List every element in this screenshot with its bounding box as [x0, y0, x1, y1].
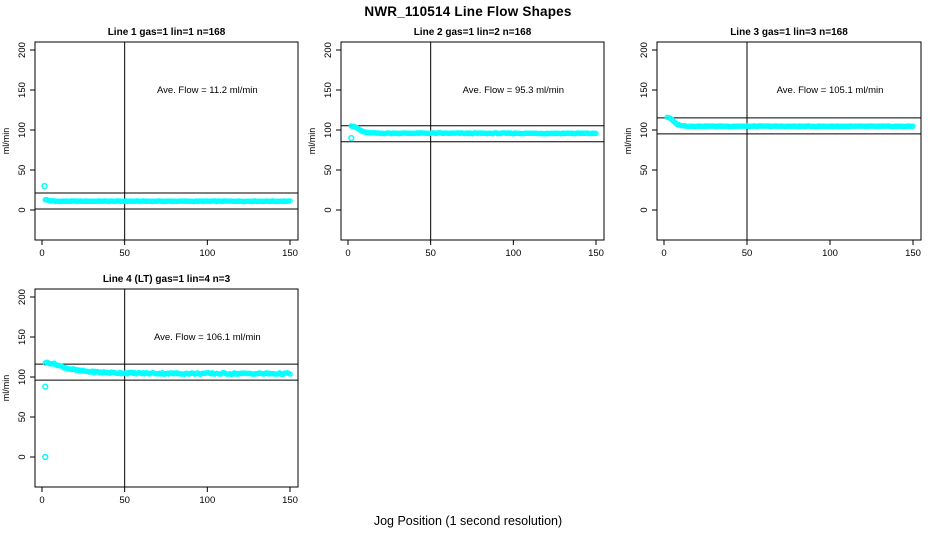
y-tick-label: 50	[639, 165, 650, 176]
subplot-title: Line 3 gas=1 lin=3 n=168	[730, 27, 848, 38]
ave-flow-annotation: Ave. Flow = 95.3 ml/min	[463, 85, 564, 96]
y-axis-label: ml/min	[1, 128, 11, 155]
ave-flow-annotation: Ave. Flow = 106.1 ml/min	[154, 332, 261, 343]
y-tick-label: 200	[639, 42, 650, 58]
plot-box	[340, 41, 605, 241]
y-tick-label: 100	[323, 122, 334, 138]
outlier-point	[42, 453, 49, 461]
data-points	[42, 359, 293, 378]
x-tick-label: 100	[199, 495, 215, 506]
y-tick-label: 50	[17, 412, 28, 423]
x-tick-label: 50	[119, 248, 130, 259]
x-tick-label: 150	[905, 248, 921, 259]
x-tick-label: 0	[661, 248, 666, 259]
x-tick-label: 150	[588, 248, 604, 259]
flow-point	[287, 371, 293, 377]
x-tick-label: 50	[742, 248, 753, 259]
flow-point	[287, 198, 293, 204]
y-tick-label: 50	[17, 165, 28, 176]
x-tick-label: 150	[282, 248, 298, 259]
outlier-point	[41, 182, 48, 190]
figure-title: NWR_110514 Line Flow Shapes	[364, 4, 572, 19]
x-tick-label: 0	[39, 248, 44, 259]
x-tick-label: 100	[505, 248, 521, 259]
subplot-line3: Line 3 gas=1 lin=3 n=168 0 50 100 150 0 50 100 1…	[623, 27, 922, 259]
y-tick-label: 0	[323, 207, 334, 212]
flow-point	[910, 123, 916, 129]
y-tick-label: 100	[17, 369, 28, 385]
ave-flow-annotation: Ave. Flow = 11.2 ml/min	[157, 85, 258, 96]
y-tick-label: 150	[17, 82, 28, 98]
plot-box	[656, 41, 922, 241]
y-tick-label: 150	[323, 82, 334, 98]
ave-flow-annotation: Ave. Flow = 105.1 ml/min	[777, 85, 884, 96]
y-tick-label: 150	[639, 82, 650, 98]
y-tick-label: 0	[639, 207, 650, 212]
y-axis-label: ml/min	[623, 128, 633, 155]
y-tick-label: 0	[17, 207, 28, 212]
y-tick-label: 150	[17, 329, 28, 345]
y-tick-label: 0	[17, 454, 28, 459]
y-tick-label: 50	[323, 165, 334, 176]
x-tick-label: 50	[119, 495, 130, 506]
y-axis-label: ml/min	[307, 128, 317, 155]
data-points	[42, 197, 293, 205]
x-tick-label: 0	[39, 495, 44, 506]
x-tick-label: 100	[199, 248, 215, 259]
outlier-point	[42, 383, 49, 390]
data-points	[664, 114, 916, 130]
y-axis-label: ml/min	[1, 375, 11, 402]
y-tick-label: 100	[17, 122, 28, 138]
x-tick-label: 50	[425, 248, 436, 259]
y-tick-label: 100	[639, 122, 650, 138]
y-tick-label: 200	[17, 42, 28, 58]
subplot-title: Line 1 gas=1 lin=1 n=168	[108, 27, 226, 38]
subplot-title: Line 4 (LT) gas=1 lin=4 n=3	[103, 274, 231, 285]
plot-box	[34, 288, 299, 488]
subplot-line4: Line 4 (LT) gas=1 lin=4 n=3 0 50 100 150 0 50 1…	[1, 274, 299, 506]
plot-box	[34, 41, 299, 241]
x-tick-label: 100	[822, 248, 838, 259]
data-points	[348, 123, 599, 137]
x-tick-label: 150	[282, 495, 298, 506]
x-tick-label: 0	[345, 248, 350, 259]
subplot-title: Line 2 gas=1 lin=2 n=168	[414, 27, 532, 38]
y-tick-label: 200	[17, 289, 28, 305]
subplot-line1: Line 1 gas=1 lin=1 n=168 0 50 100 150 0 50 100 1…	[1, 27, 299, 259]
outlier-point	[348, 134, 355, 142]
y-tick-label: 200	[323, 42, 334, 58]
figure-x-axis-label: Jog Position (1 second resolution)	[373, 514, 563, 528]
subplot-line2: Line 2 gas=1 lin=2 n=168 0 50 100 150 0 50 100 1…	[307, 27, 605, 259]
flow-point	[593, 130, 599, 137]
